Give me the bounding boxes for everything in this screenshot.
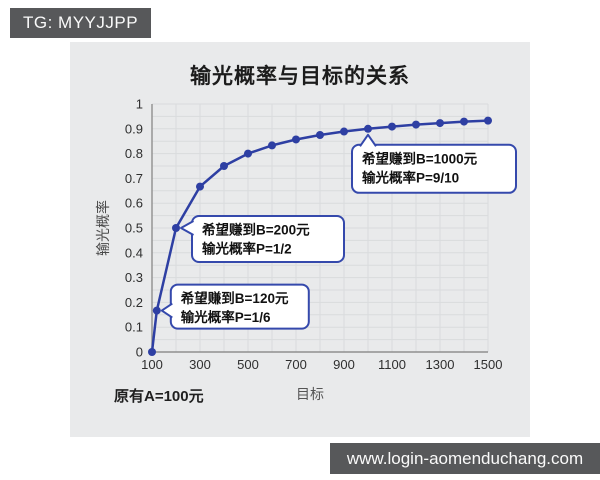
telegram-watermark-text: TG: MYYJJPP <box>23 13 139 32</box>
chart-card: 输光概率与目标的关系 0 0.1 0.2 0.3 0.4 0.5 0.6 0.7 0.8 0.9 1… <box>70 42 530 437</box>
data-point-marker <box>244 149 252 158</box>
annotation-pointer <box>160 302 173 319</box>
annotation-pointer <box>180 220 194 236</box>
y-tick-label: 0.9 <box>125 121 143 136</box>
y-tick-label: 1 <box>136 97 143 112</box>
annotation-text-line: 输光概率P=1/2 <box>202 241 292 257</box>
data-point-marker <box>460 117 468 126</box>
data-point-marker <box>412 120 420 129</box>
x-tick-label: 1300 <box>426 357 455 372</box>
data-point-marker <box>484 116 492 125</box>
data-point-marker <box>292 135 300 144</box>
data-point-marker <box>196 182 204 191</box>
data-point-marker <box>436 119 444 128</box>
x-axis-title: 目标 <box>296 386 324 402</box>
annotation-text-line: 希望赚到B=120元 <box>181 290 289 306</box>
y-tick-label: 0.6 <box>125 196 143 211</box>
annotation-box <box>351 143 517 194</box>
annotation-pointer <box>359 133 377 147</box>
data-point-marker <box>316 131 324 139</box>
y-tick-label: 0.5 <box>125 221 143 236</box>
data-point-marker <box>268 141 276 150</box>
data-point-marker <box>152 306 161 315</box>
x-tick-label: 900 <box>333 357 355 372</box>
y-tick-label: 0.3 <box>125 270 143 285</box>
y-axis-title: 输光概率 <box>95 200 111 256</box>
y-tick-label: 0 <box>136 345 143 360</box>
annotation-text-line: 输光概率P=1/6 <box>181 309 271 325</box>
y-tick-label: 0.4 <box>125 245 143 260</box>
x-tick-label: 1500 <box>474 357 503 372</box>
telegram-watermark-badge: TG: MYYJJPP <box>10 8 152 38</box>
data-point-marker <box>220 162 228 170</box>
footnote-initial-capital: 原有A=100元 <box>114 387 204 405</box>
y-tick-label: 0.2 <box>125 295 143 310</box>
annotation-text-line: 输光概率P=9/10 <box>362 169 459 185</box>
data-point-marker <box>172 224 180 232</box>
data-point-marker <box>340 127 348 136</box>
x-tick-label: 100 <box>141 357 163 372</box>
y-tick-label: 0.7 <box>125 171 143 186</box>
annotation-box <box>191 215 345 263</box>
y-tick-label: 0.1 <box>125 320 143 335</box>
y-tick-label: 0.8 <box>125 146 143 161</box>
website-watermark-text: www.login-aomenduchang.com <box>346 448 584 468</box>
x-tick-label: 1100 <box>378 357 406 372</box>
x-tick-label: 500 <box>237 357 259 372</box>
annotation-text-line: 希望赚到B=1000元 <box>362 150 478 166</box>
x-tick-label: 700 <box>285 357 307 372</box>
data-point-marker <box>388 122 396 131</box>
data-point-marker <box>148 348 156 356</box>
data-point-marker <box>364 124 372 133</box>
series-line <box>150 119 490 354</box>
chart-title: 输光概率与目标的关系 <box>190 65 410 88</box>
website-watermark-bar: www.login-aomenduchang.com <box>330 443 600 474</box>
annotation-text-line: 希望赚到B=200元 <box>202 222 310 238</box>
x-tick-label: 300 <box>189 357 211 372</box>
